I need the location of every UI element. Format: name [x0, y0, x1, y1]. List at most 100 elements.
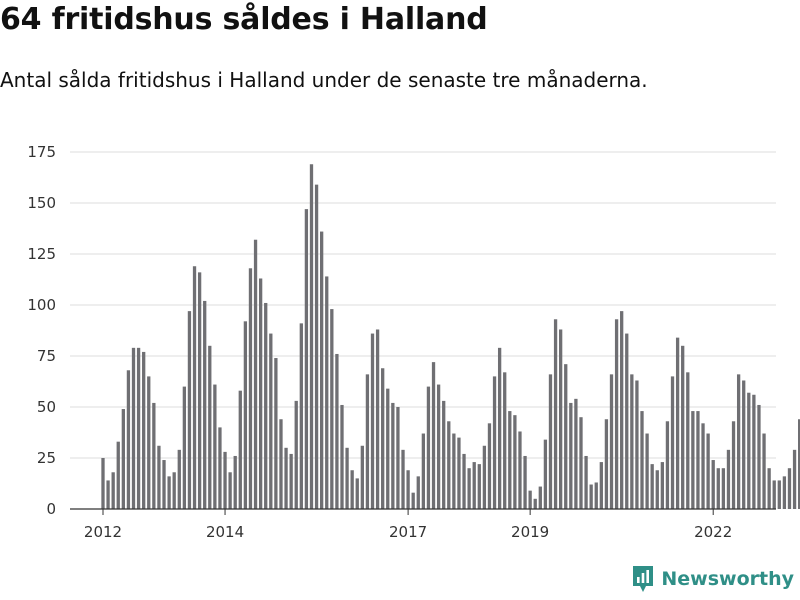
bar [528, 490, 532, 509]
bar [375, 329, 380, 509]
bar [401, 449, 405, 509]
y-tick-label: 150 [27, 194, 56, 212]
bar [121, 409, 125, 509]
bar [187, 311, 192, 509]
bar [147, 376, 151, 509]
bar [548, 374, 553, 509]
bar [681, 345, 685, 509]
bar [533, 498, 537, 509]
bar [436, 384, 441, 509]
bar [248, 268, 253, 509]
bar [660, 462, 664, 509]
bar [589, 484, 593, 509]
bar [701, 423, 705, 509]
bar [116, 441, 120, 509]
bar [696, 411, 700, 509]
bar [477, 464, 481, 509]
y-tick-label: 125 [27, 245, 56, 263]
bar [299, 323, 303, 509]
bar [309, 164, 314, 510]
bar [614, 319, 619, 509]
bar [172, 472, 176, 509]
bar [640, 411, 644, 509]
bar [467, 468, 471, 509]
y-tick-label: 0 [46, 500, 56, 518]
bar [711, 460, 715, 509]
bar [264, 302, 268, 509]
bar [569, 402, 573, 509]
bar [238, 390, 242, 509]
gridlines [70, 151, 776, 459]
x-tick-label: 2019 [511, 523, 549, 541]
bar [314, 184, 319, 509]
bar [798, 419, 800, 509]
bar [228, 472, 232, 509]
y-tick-label: 25 [37, 449, 56, 467]
bar [325, 276, 329, 509]
bar [355, 478, 359, 509]
y-tick-label: 75 [37, 347, 56, 365]
bar [279, 419, 283, 509]
x-tick-label: 2022 [694, 523, 732, 541]
bar [253, 239, 258, 509]
bar [131, 347, 136, 509]
x-axis-labels: 201220142017201920222024 [84, 523, 732, 541]
bar [411, 492, 415, 509]
bar [762, 433, 766, 509]
bar [289, 453, 293, 509]
bar [752, 394, 756, 509]
bar [223, 451, 227, 509]
bar [365, 374, 370, 509]
y-tick-label: 100 [27, 296, 56, 314]
bar [177, 449, 181, 509]
bar [736, 374, 741, 509]
bar [258, 278, 263, 509]
bar [233, 455, 237, 509]
bar [691, 411, 695, 509]
bar [584, 455, 588, 509]
bar [747, 392, 751, 509]
bar [782, 476, 787, 509]
bar [157, 445, 161, 509]
bar [503, 372, 507, 509]
bars [101, 164, 800, 510]
bar [757, 404, 761, 509]
bar [767, 468, 771, 509]
bar [650, 464, 654, 509]
newsworthy-logo-icon [633, 566, 654, 592]
bar [350, 470, 354, 509]
bar [655, 470, 659, 509]
bar [391, 402, 395, 509]
bar [635, 380, 639, 509]
y-axis-labels: 0 25 50 75 100 125 150 175 [27, 143, 56, 518]
bar [523, 455, 527, 509]
bar [167, 476, 171, 509]
x-tick-label: 2017 [389, 523, 427, 541]
bar [182, 386, 187, 509]
bar [335, 353, 339, 509]
bar [162, 460, 166, 509]
bar [381, 368, 385, 509]
bar [787, 468, 792, 509]
bar [726, 449, 731, 509]
bar [670, 376, 675, 509]
bar [269, 333, 273, 509]
bar [203, 300, 207, 509]
bar [370, 333, 375, 509]
bar [716, 468, 720, 509]
bar [452, 433, 456, 509]
bar [426, 386, 431, 509]
bar [721, 468, 726, 509]
bar [396, 407, 400, 509]
bar [406, 470, 410, 509]
bar [431, 362, 436, 509]
bar [126, 370, 131, 509]
bar [447, 421, 451, 509]
bar [416, 476, 420, 509]
bar [360, 445, 364, 509]
bar [152, 402, 156, 509]
bar [543, 439, 548, 509]
bar [284, 447, 288, 509]
brand-name: Newsworthy [661, 568, 794, 590]
bar [609, 374, 614, 509]
